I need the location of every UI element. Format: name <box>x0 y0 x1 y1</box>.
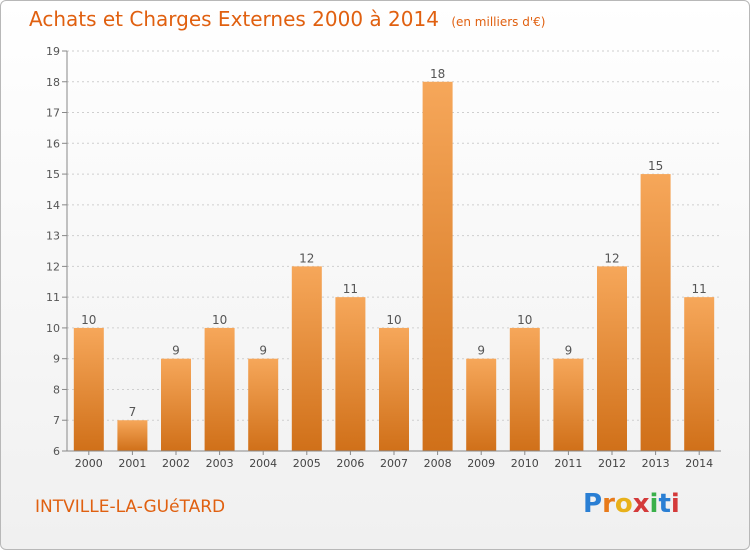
y-tick-label: 13 <box>46 230 60 243</box>
bar-value-label: 10 <box>81 313 96 327</box>
y-tick-label: 15 <box>46 168 60 181</box>
x-tick-label: 2000 <box>75 457 103 470</box>
bar-value-label: 18 <box>430 67 445 81</box>
bar-2010[interactable] <box>509 327 540 451</box>
x-tick-label: 2012 <box>598 457 626 470</box>
bar-2001[interactable] <box>117 420 148 451</box>
bar-value-label: 12 <box>299 251 314 265</box>
bar-2004[interactable] <box>248 358 279 451</box>
bar-value-label: 7 <box>129 405 137 419</box>
y-tick-label: 7 <box>53 414 60 427</box>
x-tick-label: 2014 <box>685 457 713 470</box>
bar-value-label: 12 <box>604 251 619 265</box>
chart-subtitle: (en milliers d'€) <box>451 15 546 29</box>
y-tick-label: 17 <box>46 107 60 120</box>
y-tick-label: 19 <box>46 45 60 58</box>
y-tick-label: 14 <box>46 199 60 212</box>
bar-value-label: 10 <box>386 313 401 327</box>
y-axis: 6 7 8 9 10 11 12 13 14 15 16 17 18 19 <box>46 45 68 458</box>
y-tick-label: 16 <box>46 137 60 150</box>
bar-2000[interactable] <box>73 327 104 451</box>
x-tick-label: 2013 <box>642 457 670 470</box>
proxiti-logo[interactable]: Proxiti <box>583 489 680 519</box>
x-tick-label: 2010 <box>511 457 539 470</box>
bar-2003[interactable] <box>204 327 235 451</box>
bar-value-label: 11 <box>692 282 707 296</box>
bar-2008[interactable] <box>422 81 453 452</box>
x-tick-label: 2002 <box>162 457 190 470</box>
x-tick-label: 2011 <box>554 457 582 470</box>
chart-title-text: Achats et Charges Externes 2000 à 2014 <box>29 7 439 31</box>
bar-2002[interactable] <box>161 358 191 451</box>
bar-2014[interactable] <box>684 297 715 451</box>
y-tick-label: 8 <box>53 383 60 396</box>
y-tick-label: 12 <box>46 260 60 273</box>
bars: 10 7 9 10 9 12 11 10 18 9 10 9 12 15 11 <box>73 67 715 452</box>
x-axis: 2000 2001 2002 2003 2004 2005 2006 2007 2008 2009… <box>67 450 721 470</box>
bar-2009[interactable] <box>466 358 497 451</box>
y-tick-label: 9 <box>53 353 60 366</box>
x-tick-label: 2004 <box>249 457 277 470</box>
x-tick-label: 2009 <box>467 457 495 470</box>
bar-2012[interactable] <box>597 266 627 451</box>
x-tick-label: 2006 <box>336 457 364 470</box>
bar-value-label: 9 <box>477 344 485 358</box>
bar-2006[interactable] <box>335 297 366 451</box>
bar-2007[interactable] <box>379 327 409 451</box>
bar-2005[interactable] <box>291 266 322 451</box>
y-tick-label: 11 <box>46 291 60 304</box>
bar-2011[interactable] <box>553 358 584 451</box>
bar-2013[interactable] <box>640 174 671 452</box>
x-tick-label: 2001 <box>118 457 146 470</box>
y-tick-label: 10 <box>46 322 60 335</box>
bar-value-label: 9 <box>259 344 267 358</box>
bar-value-label: 15 <box>648 159 663 173</box>
x-tick-label: 2003 <box>206 457 234 470</box>
x-tick-label: 2007 <box>380 457 408 470</box>
bar-value-label: 10 <box>517 313 532 327</box>
bar-value-label: 9 <box>172 344 180 358</box>
x-tick-label: 2008 <box>424 457 452 470</box>
chart-title: Achats et Charges Externes 2000 à 2014 (… <box>29 7 545 31</box>
bar-value-label: 10 <box>212 313 227 327</box>
x-tick-label: 2005 <box>293 457 321 470</box>
commune-name: INTVILLE-LA-GUéTARD <box>35 497 226 517</box>
bar-value-label: 9 <box>565 344 573 358</box>
y-tick-label: 6 <box>53 445 60 458</box>
bar-value-label: 11 <box>343 282 358 296</box>
y-tick-label: 18 <box>46 76 60 89</box>
